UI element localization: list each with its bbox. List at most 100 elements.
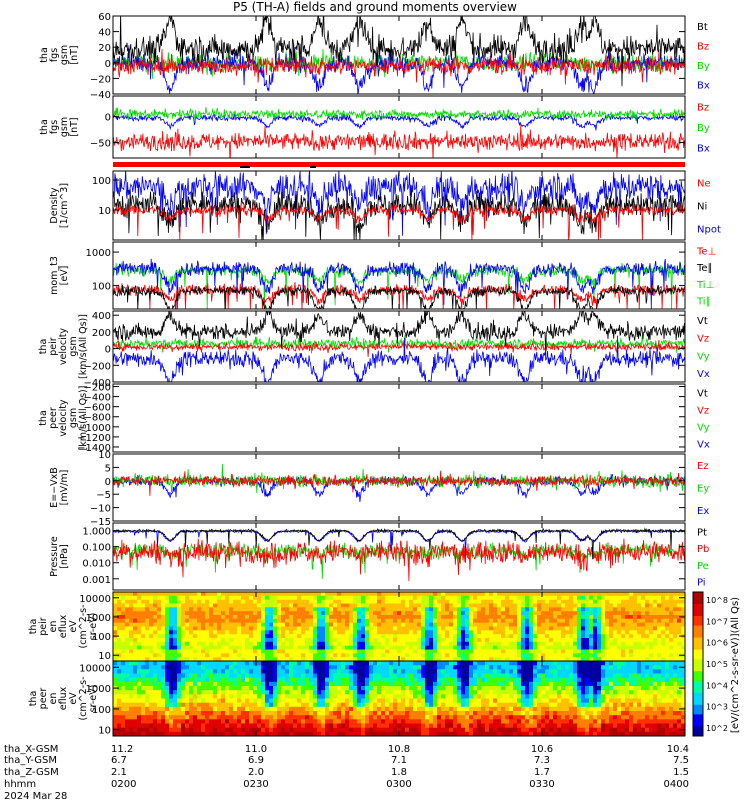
panel-6 — [112, 310, 686, 383]
series-blue — [113, 258, 685, 309]
colorbar-label: [eV/(cm^2-s-sr-eV)](All Qs) — [730, 597, 741, 733]
y-axis-label: tha — [28, 691, 39, 707]
y-tick-label: −20 — [90, 74, 111, 85]
y-tick-label: 60 — [98, 12, 111, 23]
legend-Vt: Vt — [697, 316, 708, 327]
y-tick-label: −15 — [90, 517, 111, 528]
y-axis-label: tha — [39, 47, 50, 63]
series-blue — [113, 171, 685, 236]
x-tick-label: 7.3 — [534, 755, 550, 766]
x-row-label: 2024 Mar 28 — [4, 791, 67, 800]
legend-Vz: Vz — [697, 406, 709, 417]
y-tick-label: 100 — [92, 632, 111, 643]
panel-7 — [112, 383, 686, 453]
series-red — [113, 470, 685, 496]
series-red — [113, 124, 685, 158]
y-axis-label: [1/cm^3] — [59, 183, 70, 228]
spectrogram — [113, 592, 685, 661]
y-axis-label: eflux — [58, 686, 69, 710]
y-tick-label: 10 — [98, 651, 111, 662]
x-tick-label: 10.4 — [667, 744, 689, 755]
legend-Npot: Npot — [697, 225, 721, 236]
y-tick-label: −200 — [84, 361, 111, 372]
colorbar-tick-label: 10^6 — [706, 639, 728, 648]
panel-4 — [112, 170, 686, 241]
colorbar — [692, 591, 704, 737]
series-red — [113, 538, 685, 582]
legend-Pb: Pb — [697, 544, 709, 555]
x-tick-label: 7.5 — [673, 755, 689, 766]
y-tick-label: 0 — [105, 345, 111, 356]
y-tick-label: −800 — [84, 413, 111, 424]
x-tick-label: 10.8 — [388, 744, 410, 755]
panel-3 — [113, 162, 685, 168]
series-red — [113, 48, 685, 85]
x-tick-label: 10.6 — [531, 744, 553, 755]
y-axis-label: eflux — [58, 614, 69, 638]
y-axis-label: Density — [49, 187, 60, 223]
x-row-label: hhmm — [4, 779, 36, 790]
y-tick-label: −50 — [90, 139, 111, 150]
y-tick-label: 100 — [92, 282, 111, 293]
mode-bar-mark — [310, 166, 316, 168]
panel-1 — [112, 15, 686, 95]
legend-Ti∥: Ti∥ — [696, 297, 711, 308]
panel-2 — [112, 95, 686, 159]
y-axis-label: Pressure — [49, 536, 60, 577]
x-tick-label: 0200 — [111, 779, 136, 790]
y-tick-label: 20 — [98, 43, 111, 54]
legend-Bx: Bx — [697, 80, 710, 91]
legend-Ey: Ey — [697, 484, 709, 495]
series-blue — [113, 112, 685, 131]
y-tick-label: 10 — [98, 450, 111, 461]
y-tick-label: −1200 — [77, 433, 111, 444]
legend-Bx: Bx — [697, 144, 710, 155]
y-axis-label: [nT] — [69, 117, 80, 136]
y-axis-label: E=−VxB — [49, 467, 60, 508]
series-blue — [113, 42, 685, 94]
y-tick-label: 10000 — [79, 663, 111, 674]
y-axis-label: fgs — [49, 48, 60, 62]
legend-Ni: Ni — [697, 202, 707, 213]
legend-Ez: Ez — [697, 461, 709, 472]
colorbar-tick-label: 10^3 — [706, 703, 728, 712]
y-tick-label: −400 — [84, 378, 111, 389]
y-axis-label: tha — [28, 619, 39, 635]
colorbar-tick-label: 10^4 — [706, 681, 728, 690]
x-row-label: tha_Z-GSM — [4, 767, 59, 778]
panel-frame — [112, 95, 686, 159]
y-axis-label: peer — [48, 407, 59, 429]
legend-Vt: Vt — [697, 389, 708, 400]
y-axis-label: gsm — [59, 117, 70, 137]
y-tick-label: −400 — [84, 393, 111, 404]
legend-Ti⊥: Ti⊥ — [696, 280, 714, 291]
legend-Pt: Pt — [697, 527, 707, 538]
y-axis-label: (cm^2-s- — [78, 605, 89, 649]
x-tick-label: 2.1 — [111, 767, 127, 778]
panel-5 — [112, 241, 686, 310]
y-axis-label: tha — [39, 119, 50, 135]
x-tick-label: 0330 — [529, 779, 554, 790]
colorbar-tick-label: 10^8 — [706, 596, 728, 605]
series-red — [113, 203, 685, 240]
y-tick-label: 0.001 — [82, 575, 111, 586]
colorbar-frame — [692, 591, 704, 737]
x-tick-label: 11.0 — [245, 744, 267, 755]
y-axis-label: tha — [38, 339, 49, 355]
x-tick-label: 0300 — [386, 779, 411, 790]
x-tick-label: 7.1 — [391, 755, 407, 766]
colorbar-tick-label: 10^7 — [706, 617, 728, 626]
y-axis-label: sr-eV) — [88, 613, 99, 641]
y-tick-label: 10000 — [79, 594, 111, 605]
y-axis-label: velocity — [58, 328, 69, 366]
y-tick-label: 100 — [92, 705, 111, 716]
y-tick-label: 10 — [98, 206, 111, 217]
legend-Bz: Bz — [697, 102, 709, 113]
legend-Vy: Vy — [697, 423, 710, 434]
y-tick-label: 0 — [105, 59, 111, 70]
series-black — [113, 311, 685, 356]
plot-title: P5 (TH-A) fields and ground moments over… — [233, 0, 517, 14]
series-black — [113, 527, 685, 560]
legend-Pi: Pi — [697, 578, 706, 589]
